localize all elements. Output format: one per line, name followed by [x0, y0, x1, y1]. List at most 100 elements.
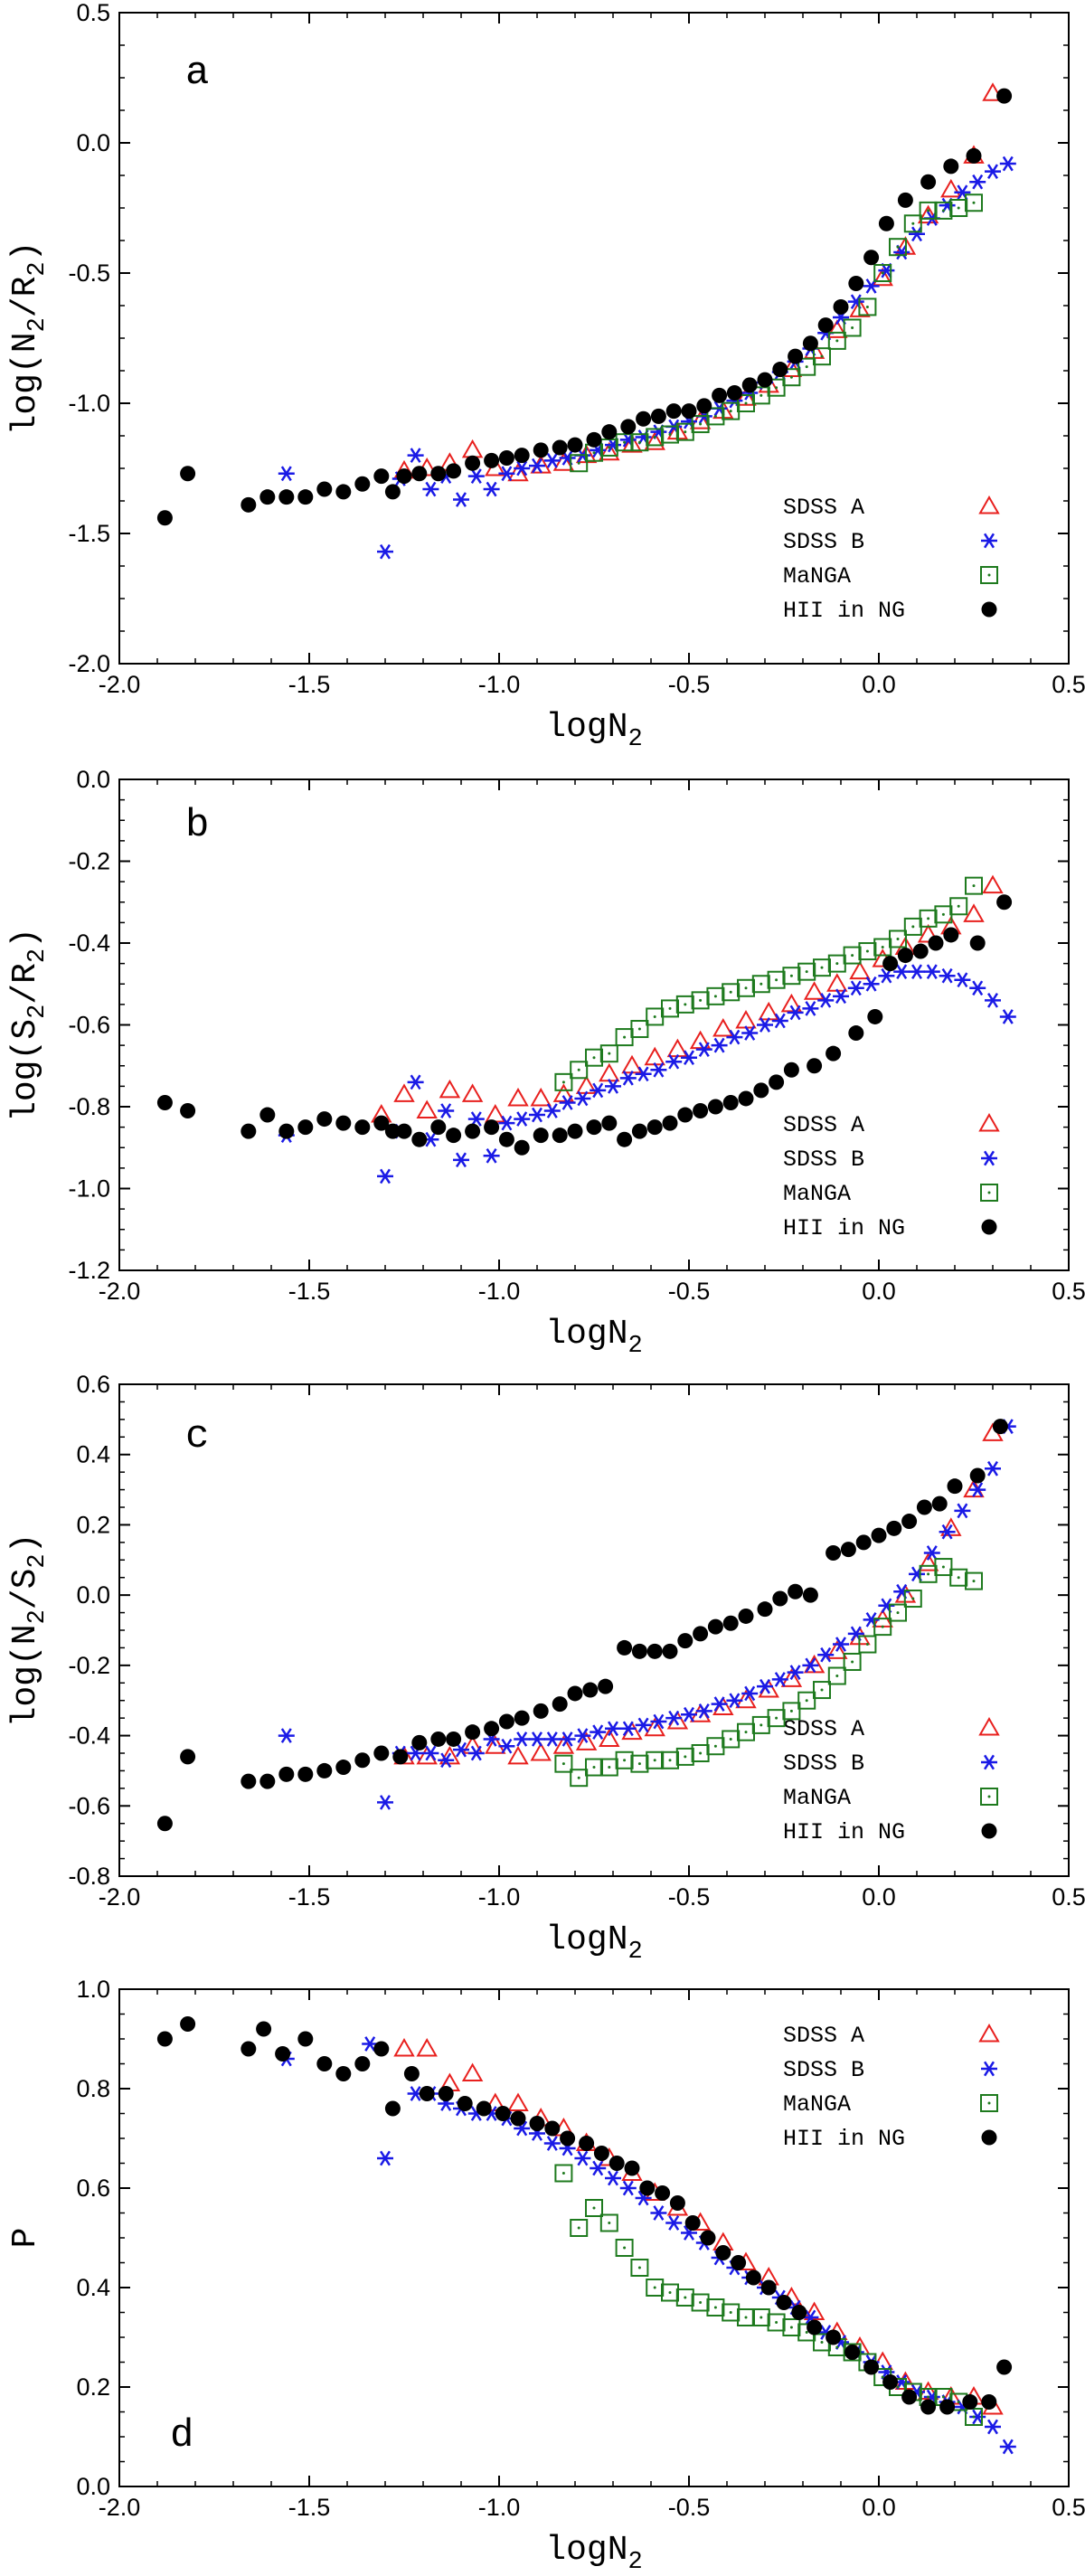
data-point [533, 1703, 549, 1719]
data-point [712, 1018, 734, 1037]
data-point [621, 434, 643, 453]
data-point [377, 2150, 393, 2166]
data-point [453, 1152, 469, 1168]
x-tick-label: 0.5 [1052, 671, 1085, 698]
legend-label: MaNGA [783, 2091, 851, 2118]
chart-panel-b: -2.0 -1.5 -1.0 -0.5 0.0 0.5 -1.2 -1.0 -0.8 -0.6 -0… [6, 766, 1085, 1360]
data-point [782, 967, 801, 986]
data-point [598, 1678, 614, 1694]
data-point [662, 1643, 678, 1659]
data-point [419, 2086, 435, 2101]
data-point [570, 1061, 589, 1080]
y-axis-title: P [6, 2228, 45, 2249]
data-point [817, 993, 835, 1008]
y-tick-label: 0.5 [76, 0, 110, 26]
data-point [982, 82, 1004, 101]
data-point [599, 1758, 618, 1777]
data-point [585, 1758, 603, 1777]
data-point [855, 1534, 872, 1551]
data-point [631, 1643, 647, 1659]
legend-label: HII in NG [783, 2126, 905, 2152]
data-point [919, 1564, 938, 1583]
data-point [605, 1721, 621, 1737]
data-point [696, 398, 712, 414]
x-tick-label: -2.0 [99, 1883, 141, 1911]
data-point [601, 1115, 618, 1131]
legend: SDSS A SDSS B MaNGA HII in NG [783, 495, 1000, 624]
data-point [771, 1672, 788, 1687]
data-point [813, 958, 831, 977]
data-point [631, 1123, 647, 1139]
data-point [939, 1524, 956, 1540]
data-point [919, 201, 938, 220]
data-point [940, 1517, 962, 1536]
series-manga [554, 1558, 983, 1788]
data-point [917, 923, 939, 943]
data-point [411, 466, 428, 482]
data-point [665, 403, 682, 420]
data-point [791, 2305, 807, 2320]
x-tick-label: -2.0 [99, 1278, 141, 1305]
x-tick-label: 0.0 [862, 671, 896, 698]
data-point [965, 2408, 983, 2426]
data-point [650, 1062, 667, 1078]
data-point [630, 2259, 649, 2277]
data-point [985, 993, 1001, 1008]
data-point [630, 433, 649, 452]
data-point [514, 448, 530, 464]
data-point [373, 1115, 390, 1131]
data-point [767, 1709, 786, 1728]
data-point [681, 403, 697, 420]
data-point [917, 1552, 939, 1571]
data-point [807, 2319, 823, 2335]
x-tick-label: 0.0 [862, 1278, 896, 1305]
data-point [599, 441, 620, 461]
data-point [684, 2215, 701, 2231]
data-point [335, 1760, 352, 1776]
data-point [693, 1626, 709, 1642]
data-point [889, 238, 907, 257]
data-point [544, 2120, 561, 2137]
legend: SDSS A SDSS B MaNGA HII in NG [783, 1112, 1000, 1241]
series-manga [554, 876, 983, 1091]
data-point [156, 2031, 173, 2047]
x-tick-label: 0.5 [1052, 1883, 1085, 1911]
data-point [567, 1685, 583, 1702]
data-point [373, 2041, 390, 2057]
data-point [817, 317, 834, 334]
legend-marker [980, 1788, 998, 1806]
panel-letter: d [170, 2413, 193, 2458]
legend-marker [981, 2129, 997, 2146]
data-point [615, 1750, 634, 1769]
data-point [461, 2062, 484, 2081]
data-point [529, 458, 545, 474]
x-tick-label: -1.0 [478, 2494, 521, 2521]
data-point [438, 1752, 455, 1769]
series-hii-in-ng [156, 88, 1013, 526]
x-tick-label: -1.5 [288, 2494, 331, 2521]
data-point [650, 2205, 667, 2221]
data-point [484, 452, 500, 468]
data-point [949, 1568, 968, 1587]
data-point [780, 993, 803, 1013]
data-point [858, 297, 877, 316]
data-point [843, 1652, 862, 1671]
data-point [931, 1496, 948, 1512]
data-point [965, 876, 983, 895]
data-point [982, 874, 1004, 894]
x-tick-label: 0.0 [862, 1883, 896, 1911]
x-tick-label: -0.5 [668, 1883, 711, 1911]
data-point [675, 995, 694, 1014]
data-point [514, 460, 531, 477]
chart-panel-d: -2.0 -1.5 -1.0 -0.5 0.0 0.5 0.0 0.2 0.4 0.6 0.8 1.0… [6, 1976, 1085, 2576]
data-point [476, 2100, 492, 2117]
legend-label: SDSS B [783, 1146, 864, 1173]
data-point [797, 962, 816, 981]
data-point [840, 1542, 856, 1558]
data-point [543, 1103, 561, 1118]
data-point [396, 468, 412, 485]
data-point [507, 1087, 529, 1107]
data-point [919, 909, 938, 928]
data-point [316, 1762, 333, 1779]
data-point [529, 1731, 545, 1747]
